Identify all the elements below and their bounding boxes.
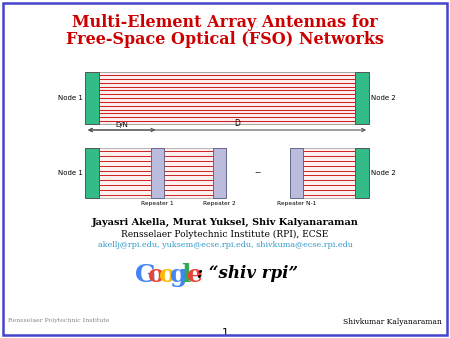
Text: Repeater 1: Repeater 1	[141, 201, 174, 206]
Text: Rensselaer Polytechnic Institute (RPI), ECSE: Rensselaer Polytechnic Institute (RPI), …	[122, 230, 328, 239]
Text: D: D	[234, 119, 240, 128]
Text: o: o	[148, 263, 165, 287]
Text: Node 2: Node 2	[371, 95, 396, 101]
Bar	[303, 148, 355, 198]
Text: g: g	[170, 263, 187, 287]
Text: l: l	[181, 263, 190, 287]
Text: 1: 1	[221, 328, 229, 338]
Text: –: –	[255, 167, 261, 179]
Text: Shivkumar Kalyanaraman: Shivkumar Kalyanaraman	[343, 318, 442, 326]
Bar	[290, 148, 303, 198]
Text: Multi-Element Array Antennas for: Multi-Element Array Antennas for	[72, 14, 378, 31]
Text: Free-Space Optical (FSO) Networks: Free-Space Optical (FSO) Networks	[66, 31, 384, 48]
Bar	[85, 148, 99, 198]
Bar	[213, 148, 226, 198]
Text: Node 2: Node 2	[371, 170, 396, 176]
Bar	[164, 148, 213, 198]
Bar	[355, 72, 369, 124]
Bar	[355, 148, 369, 198]
Text: Node 1: Node 1	[58, 170, 83, 176]
Text: : “shiv rpi”: : “shiv rpi”	[197, 265, 298, 282]
Text: o: o	[159, 263, 176, 287]
Bar	[99, 72, 355, 124]
Text: D/N: D/N	[115, 122, 128, 128]
Bar	[151, 148, 164, 198]
Text: Rensselaer Polytechnic Institute: Rensselaer Polytechnic Institute	[8, 318, 109, 323]
Text: Repeater 2: Repeater 2	[203, 201, 236, 206]
Text: Node 1: Node 1	[58, 95, 83, 101]
Text: Repeater N-1: Repeater N-1	[277, 201, 316, 206]
Bar	[85, 72, 99, 124]
Text: akellj@rpi.edu, yuksem@ecse.rpi.edu, shivkuma@ecse.rpi.edu: akellj@rpi.edu, yuksem@ecse.rpi.edu, shi…	[98, 241, 352, 249]
Text: Jayasri Akella, Murat Yuksel, Shiv Kalyanaraman: Jayasri Akella, Murat Yuksel, Shiv Kalya…	[91, 218, 359, 227]
Text: G: G	[135, 263, 157, 287]
Bar	[99, 148, 151, 198]
Text: e: e	[187, 263, 203, 287]
